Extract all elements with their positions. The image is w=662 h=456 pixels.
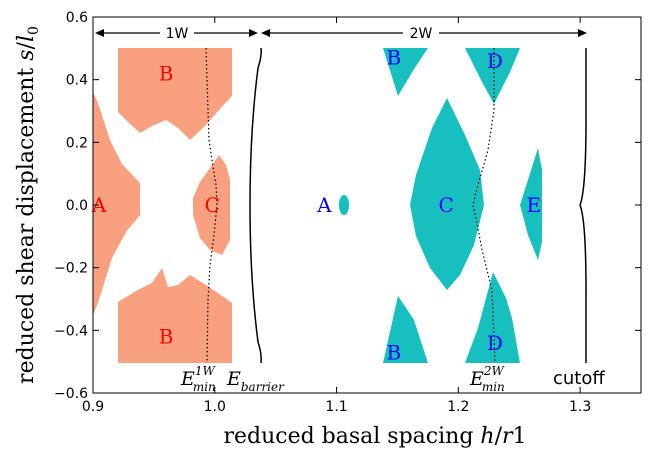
y-tick-label: 0.0 <box>66 198 88 214</box>
emin-2w-curve <box>472 48 496 364</box>
bracket-1w-label-bg <box>160 24 194 42</box>
bracket-1w-arrow-right <box>249 29 258 37</box>
cutoff-curve <box>579 48 587 363</box>
y-axis-ticks: −0.6 −0.4 −0.2 0.0 0.2 0.4 0.6 <box>54 10 641 402</box>
region-label-1w-b: B <box>159 325 174 349</box>
bracket-1w-label: 1W <box>166 26 189 42</box>
y-tick-label: 0.4 <box>66 73 88 89</box>
region-1w-C <box>193 155 230 255</box>
region-2w-B-top <box>383 48 428 96</box>
x-axis-ticks: 0.9 1.0 1.1 1.2 1.3 <box>82 17 591 415</box>
region-1w-B-bottom <box>118 268 232 363</box>
bracket-2w-label: 2W <box>410 26 433 42</box>
bracket-2w-arrow-right <box>578 29 587 37</box>
region-2w-E <box>520 148 542 260</box>
x-axis-label: reduced basal spacing h/r1 <box>223 424 526 449</box>
emin-2w-annotation: E2W min <box>469 364 506 394</box>
x-tick-label: 1.0 <box>204 399 226 415</box>
region-label-1w-b: B <box>159 61 174 85</box>
region-label-2w-d: D <box>487 331 503 355</box>
region-label-2w-c: C <box>438 193 453 217</box>
y-axis-label: reduced shear displacement s/l0 <box>14 26 42 384</box>
bracket-2w-label-bg <box>403 24 439 42</box>
y-tick-label: −0.4 <box>54 323 88 339</box>
region-label-2w-b: B <box>386 46 401 70</box>
x-tick-label: 1.3 <box>569 399 591 415</box>
region-2w-A <box>339 195 349 215</box>
bracket-1w-arrow-left <box>95 29 104 37</box>
phase-regions-2w <box>339 48 542 363</box>
ebarrier-annotation: Ebarrier <box>226 368 285 394</box>
ebarrier-curve <box>249 47 262 364</box>
cutoff-annotation: cutoff <box>553 368 605 389</box>
y-tick-label: −0.2 <box>54 261 88 277</box>
region-1w-B-top <box>118 48 232 140</box>
x-tick-label: 1.1 <box>325 399 347 415</box>
bracket-2w-arrow-left <box>261 29 270 37</box>
region-label-2w-d: D <box>487 49 503 73</box>
phase-regions-1w <box>93 48 232 363</box>
region-label-2w-e: E <box>527 193 542 217</box>
region-2w-D-top <box>465 48 520 104</box>
region-label-1w-c: C <box>205 193 220 217</box>
emin-1w-curve <box>205 47 218 364</box>
region-label-2w-a: A <box>316 193 332 217</box>
region-1w-A <box>93 92 140 315</box>
y-tick-label: 0.2 <box>66 135 88 151</box>
region-2w-C <box>410 98 484 290</box>
x-tick-label: 1.2 <box>447 399 469 415</box>
region-label-2w-b: B <box>386 340 401 364</box>
y-tick-label: 0.6 <box>66 10 88 26</box>
x-tick-label: 0.9 <box>82 399 104 415</box>
region-2w-B-bottom <box>383 296 428 363</box>
y-tick-label: −0.6 <box>54 386 88 402</box>
emin-curves <box>205 47 496 364</box>
region-2w-D-bottom <box>465 272 520 363</box>
boundary-curves <box>249 47 587 364</box>
emin-1w-annotation: E1W min <box>180 364 217 394</box>
